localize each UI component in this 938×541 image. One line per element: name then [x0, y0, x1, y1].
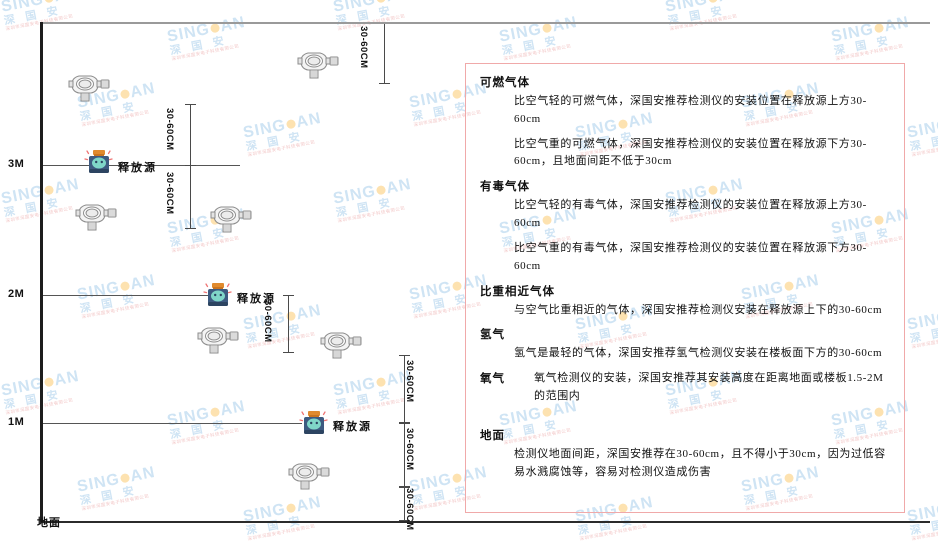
panel-section-toxic-gas: 有毒气体比空气轻的有毒气体，深国安推荐检测仪的安装位置在释放源上方30-60cm… — [480, 178, 890, 275]
section-paragraph: 比空气重的可燃气体，深国安推荐检测仪的安装位置在释放源下方30-60cm，且地面… — [514, 137, 867, 168]
release-source-icon — [84, 148, 114, 176]
dimension-label: 30-60CM — [404, 360, 415, 403]
info-panel-content: 可燃气体比空气轻的可燃气体，深国安推荐检测仪的安装位置在释放源上方30-60cm… — [466, 64, 904, 496]
section-paragraph: 比空气重的有毒气体，深国安推荐检测仪的安装位置在释放源下方30-60cm — [514, 241, 867, 272]
release-source-label: 释放源 — [118, 162, 157, 174]
dimension-label: 30-60CM — [262, 300, 273, 343]
gas-detector-icon — [209, 201, 253, 235]
dimension-label: 30-60CM — [404, 428, 415, 471]
dimension-label: 30-60CM — [164, 172, 175, 215]
info-panel: 可燃气体比空气轻的可燃气体，深国安推荐检测仪的安装位置在释放源上方30-60cm… — [465, 63, 905, 513]
section-heading: 有毒气体 — [480, 181, 530, 194]
section-paragraph: 检测仪地面间距，深国安推荐在30-60cm，且不得小于30cm，因为过低容易水溅… — [514, 447, 886, 478]
section-paragraph: 比空气轻的可燃气体，深国安推荐检测仪的安装位置在释放源上方30-60cm — [514, 95, 867, 125]
level-line-2m — [40, 295, 208, 296]
panel-section-oxygen: 氧气 氧气检测仪的安装，深国安推荐其安装高度在距离地面或楼板1.5-2M的范围内 — [480, 370, 890, 413]
ground-label: 地面 — [37, 517, 61, 529]
section-heading: 地面 — [480, 429, 505, 442]
level-label-3m: 3M — [8, 158, 25, 170]
panel-section-hydrogen: 氢气 氢气是最轻的气体，深国安推荐氢气检测仪安装在楼板面下方的30-60cm — [480, 326, 890, 363]
level-line-3m — [40, 165, 240, 166]
level-line-1m — [40, 423, 302, 424]
panel-section-ground: 地面 检测仪地面间距，深国安推荐在30-60cm，且不得小于30cm，因为过低容易… — [480, 427, 890, 482]
ceiling-line — [40, 22, 930, 24]
gas-detector-icon — [287, 458, 331, 492]
level-label-1m: 1M — [8, 416, 25, 428]
dimension-label: 30-60CM — [164, 108, 175, 151]
level-label-2m: 2M — [8, 288, 25, 300]
gas-detector-icon — [74, 199, 118, 233]
section-paragraph: 与空气比重相近的气体，深国安推荐检测仪安装在释放源上下的30-60cm — [514, 303, 883, 316]
release-source-icon — [203, 281, 233, 309]
release-source-icon — [299, 409, 329, 437]
section-paragraph: 氢气是最轻的气体，深国安推荐氢气检测仪安装在楼板面下方的30-60cm — [514, 347, 883, 360]
section-paragraph: 氧气检测仪的安装，深国安推荐其安装高度在距离地面或楼板1.5-2M的范围内 — [534, 372, 884, 402]
section-paragraph: 比空气轻的有毒气体，深国安推荐检测仪的安装位置在释放源上方30-60cm — [514, 199, 867, 230]
panel-section-similar-density-gas: 比重相近气体与空气比重相近的气体，深国安推荐检测仪安装在释放源上下的30-60c… — [480, 283, 890, 320]
section-heading: 氧气 — [480, 373, 505, 386]
gas-detector-icon — [67, 70, 111, 104]
release-source-label: 释放源 — [333, 421, 372, 433]
wall-line — [40, 22, 43, 522]
ground-line — [40, 521, 930, 523]
gas-detector-icon — [296, 47, 340, 81]
dimension-label: 30-60CM — [404, 488, 415, 531]
section-heading: 比重相近气体 — [480, 285, 555, 298]
section-spacer — [480, 417, 890, 427]
release-source-label: 释放源 — [237, 293, 276, 305]
gas-detector-icon — [196, 322, 240, 356]
panel-section-combustible-gas: 可燃气体比空气轻的可燃气体，深国安推荐检测仪的安装位置在释放源上方30-60cm… — [480, 74, 890, 171]
dimension-label: 30-60CM — [358, 26, 369, 69]
gas-detector-icon — [319, 327, 363, 361]
section-heading: 可燃气体 — [480, 77, 530, 89]
section-heading: 氢气 — [480, 329, 505, 342]
